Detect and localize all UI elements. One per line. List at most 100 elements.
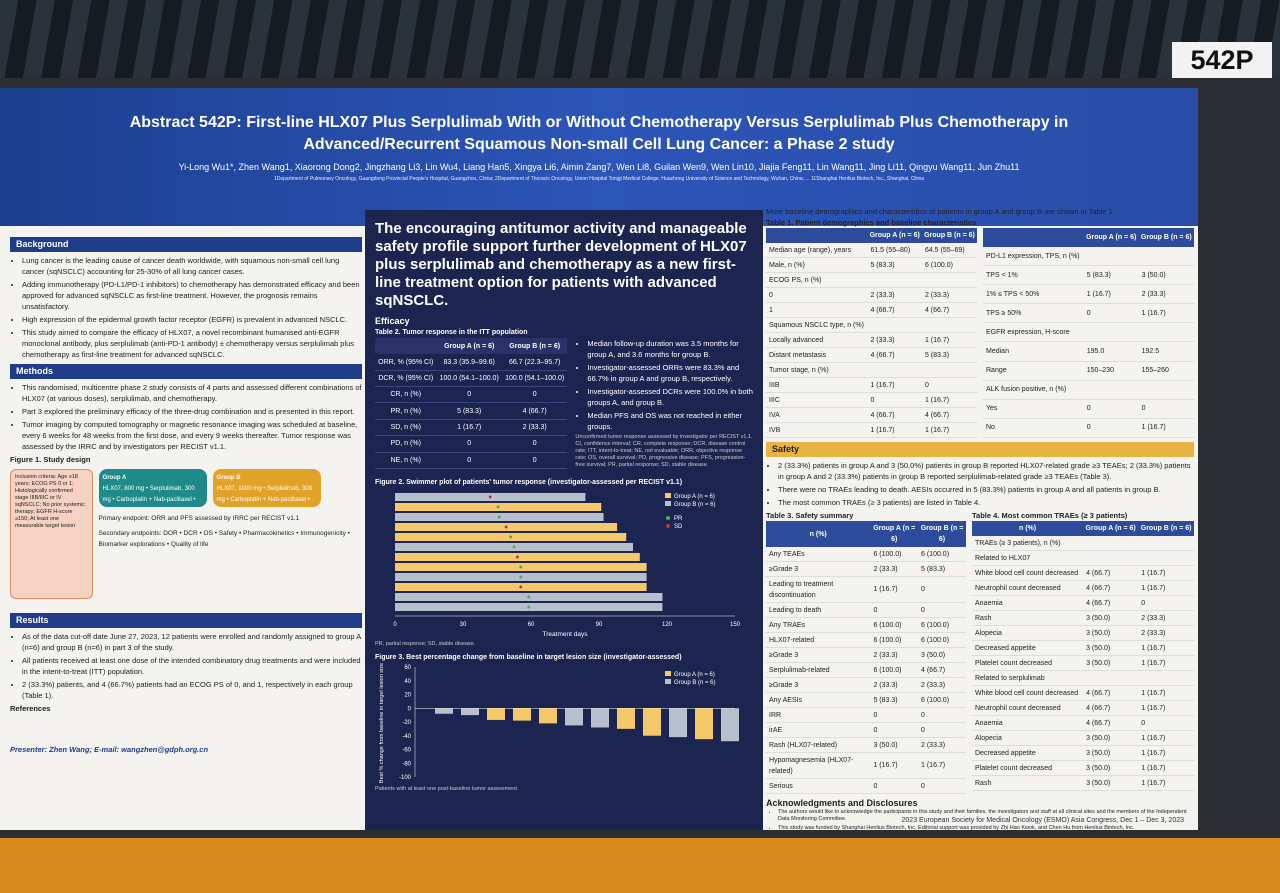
table-cell: PD-L1 expression, TPS, n (%) xyxy=(983,247,1084,267)
column-header: Group A (n = 6) xyxy=(1083,521,1139,536)
figure1-title: Figure 1. Study design xyxy=(10,455,91,464)
table-cell: Alopecia xyxy=(972,730,1084,746)
table-cell: 6 (100.0) xyxy=(870,632,919,648)
waterfall-bar xyxy=(695,708,713,740)
y-tick-label: -20 xyxy=(402,720,411,726)
table-cell: Rash (HLX07-related) xyxy=(766,737,871,753)
table-cell: 1 (16.7) xyxy=(1138,580,1194,596)
table-cell: 0 xyxy=(870,707,919,723)
table-cell xyxy=(1138,550,1194,566)
table-cell: Any TEAEs xyxy=(766,547,871,562)
x-axis-label: Treatment days xyxy=(543,631,589,638)
poster: Abstract 542P: First-line HLX07 Plus Ser… xyxy=(0,88,1198,830)
table-cell: 4 (66.7) xyxy=(501,402,568,420)
table-row: Alopecia 3 (50.0) 1 (16.7) xyxy=(972,730,1194,746)
x-tick-label: 30 xyxy=(460,622,467,628)
table-cell: Decreased appetite xyxy=(972,745,1084,761)
table-row: ORR, % (95% CI) 83.3 (35.9–99.6) 66.7 (22.… xyxy=(375,354,568,371)
table-cell: 2 (33.3) xyxy=(921,287,977,303)
poster-header: Abstract 542P: First-line HLX07 Plus Ser… xyxy=(0,88,1198,226)
table-row: Decreased appetite 3 (50.0) 1 (16.7) xyxy=(972,640,1194,656)
table-row: PR, n (%) 5 (83.3) 4 (66.7) xyxy=(375,402,568,420)
table-cell: IVA xyxy=(766,407,868,423)
legend-marker xyxy=(666,516,670,520)
legend-label: Group B (n = 6) xyxy=(674,680,716,686)
table-row: EGFR expression, H-score xyxy=(983,322,1194,343)
table-cell: 61.5 (55–80) xyxy=(867,243,922,258)
table-row: ECOG PS, n (%) xyxy=(766,272,977,288)
waterfall-bar xyxy=(539,708,557,724)
table-cell: 1 (16.7) xyxy=(1138,760,1194,776)
table-cell: 2 (33.3) xyxy=(918,737,966,753)
x-tick-label: 0 xyxy=(393,622,397,628)
table-cell: 2 (33.3) xyxy=(870,647,919,663)
legend-label: Group B (n = 6) xyxy=(674,502,716,508)
table-cell: 0 xyxy=(501,386,568,404)
table-cell: 2 (33.3) xyxy=(1138,284,1194,305)
y-tick-label: 20 xyxy=(404,693,411,699)
primary-endpoint: Primary endpoint: ORR and PFS assessed b… xyxy=(98,515,300,522)
table-row: IVB 1 (16.7) 1 (16.7) xyxy=(766,422,977,438)
table-cell: 195.0 xyxy=(1083,341,1139,362)
table-cell: 3 (50.0) xyxy=(1083,625,1139,641)
right-column: More baseline demographics and character… xyxy=(766,206,1194,830)
ack-heading: Acknowledgments and Disclosures xyxy=(766,798,918,808)
safety-list: 2 (33.3%) patients in group A and 3 (50.… xyxy=(766,460,1194,508)
table-cell: TRAEs (≥ 3 patients), n (%) xyxy=(972,536,1084,551)
table-cell xyxy=(921,272,977,288)
table-cell: 4 (66.7) xyxy=(867,302,922,318)
table-row: SD, n (%) 1 (16.7) 2 (33.3) xyxy=(375,419,568,437)
table-cell: ≥Grade 3 xyxy=(766,561,871,577)
methods-heading: Methods xyxy=(10,364,362,379)
table-cell: 0 xyxy=(436,435,502,453)
table-cell: 4 (66.7) xyxy=(921,407,977,423)
y-tick-label: 40 xyxy=(404,679,411,685)
table-cell: 1 xyxy=(766,302,868,318)
table-cell xyxy=(1083,670,1139,686)
list-item: There were no TRAEs leading to death. AE… xyxy=(778,484,1194,495)
table-cell: 0 xyxy=(1083,399,1139,419)
table-cell xyxy=(1083,247,1139,267)
table-row: Platelet count decreased 3 (50.0) 1 (16.7) xyxy=(972,655,1194,671)
table-cell: IRR xyxy=(766,707,871,723)
table-cell: Male, n (%) xyxy=(766,257,868,273)
response-marker xyxy=(519,585,523,589)
table-row: IRR 0 0 xyxy=(766,707,966,723)
column-header: Group B (n = 6) xyxy=(1138,228,1194,248)
column-header: Group A (n = 6) xyxy=(436,338,502,355)
table-cell xyxy=(1083,536,1139,551)
table-row: ALK fusion positive, n (%) xyxy=(983,380,1194,400)
x-tick-label: 120 xyxy=(662,622,673,628)
table-cell: 4 (66.7) xyxy=(1083,700,1139,716)
table-cell: irAE xyxy=(766,722,871,738)
y-tick-label: -40 xyxy=(402,734,411,740)
table-cell: Range xyxy=(983,361,1084,381)
table-cell: 1 (16.7) xyxy=(436,419,502,437)
table-cell xyxy=(1138,536,1194,551)
waterfall-bar xyxy=(721,708,739,742)
table-cell: 5 (83.3) xyxy=(921,347,977,363)
x-tick-label: 150 xyxy=(730,622,741,628)
table-cell: 4 (66.7) xyxy=(867,407,922,423)
table-row: Serious 0 0 xyxy=(766,778,966,794)
table-cell: 3 (50.0) xyxy=(1083,730,1139,746)
table-cell: Related to serplulimab xyxy=(972,670,1084,686)
table-cell: 6 (100.0) xyxy=(918,632,966,648)
table-cell: Yes xyxy=(983,399,1084,419)
table-row: Decreased appetite 3 (50.0) 1 (16.7) xyxy=(972,745,1194,761)
table-cell: 1 (16.7) xyxy=(1138,565,1194,581)
table-cell: ≥Grade 3 xyxy=(766,677,871,693)
table-cell: 0 xyxy=(918,576,966,603)
legend-label: PR xyxy=(674,516,683,522)
table-cell: 1 (16.7) xyxy=(1138,685,1194,701)
table-cell: ≥Grade 3 xyxy=(766,647,871,663)
table-cell: 1 (16.7) xyxy=(867,422,922,438)
table-cell: 0 xyxy=(1138,715,1194,731)
waterfall-bar xyxy=(461,708,479,716)
table-cell: 2 (33.3) xyxy=(867,332,922,348)
table-row: Leading to treatment discontinuation 1 (1… xyxy=(766,576,966,603)
column-header: Group A (n = 6) xyxy=(867,228,922,243)
waterfall-bar xyxy=(565,708,583,726)
table-row: Distant metastasis 4 (66.7) 5 (83.3) xyxy=(766,347,977,363)
